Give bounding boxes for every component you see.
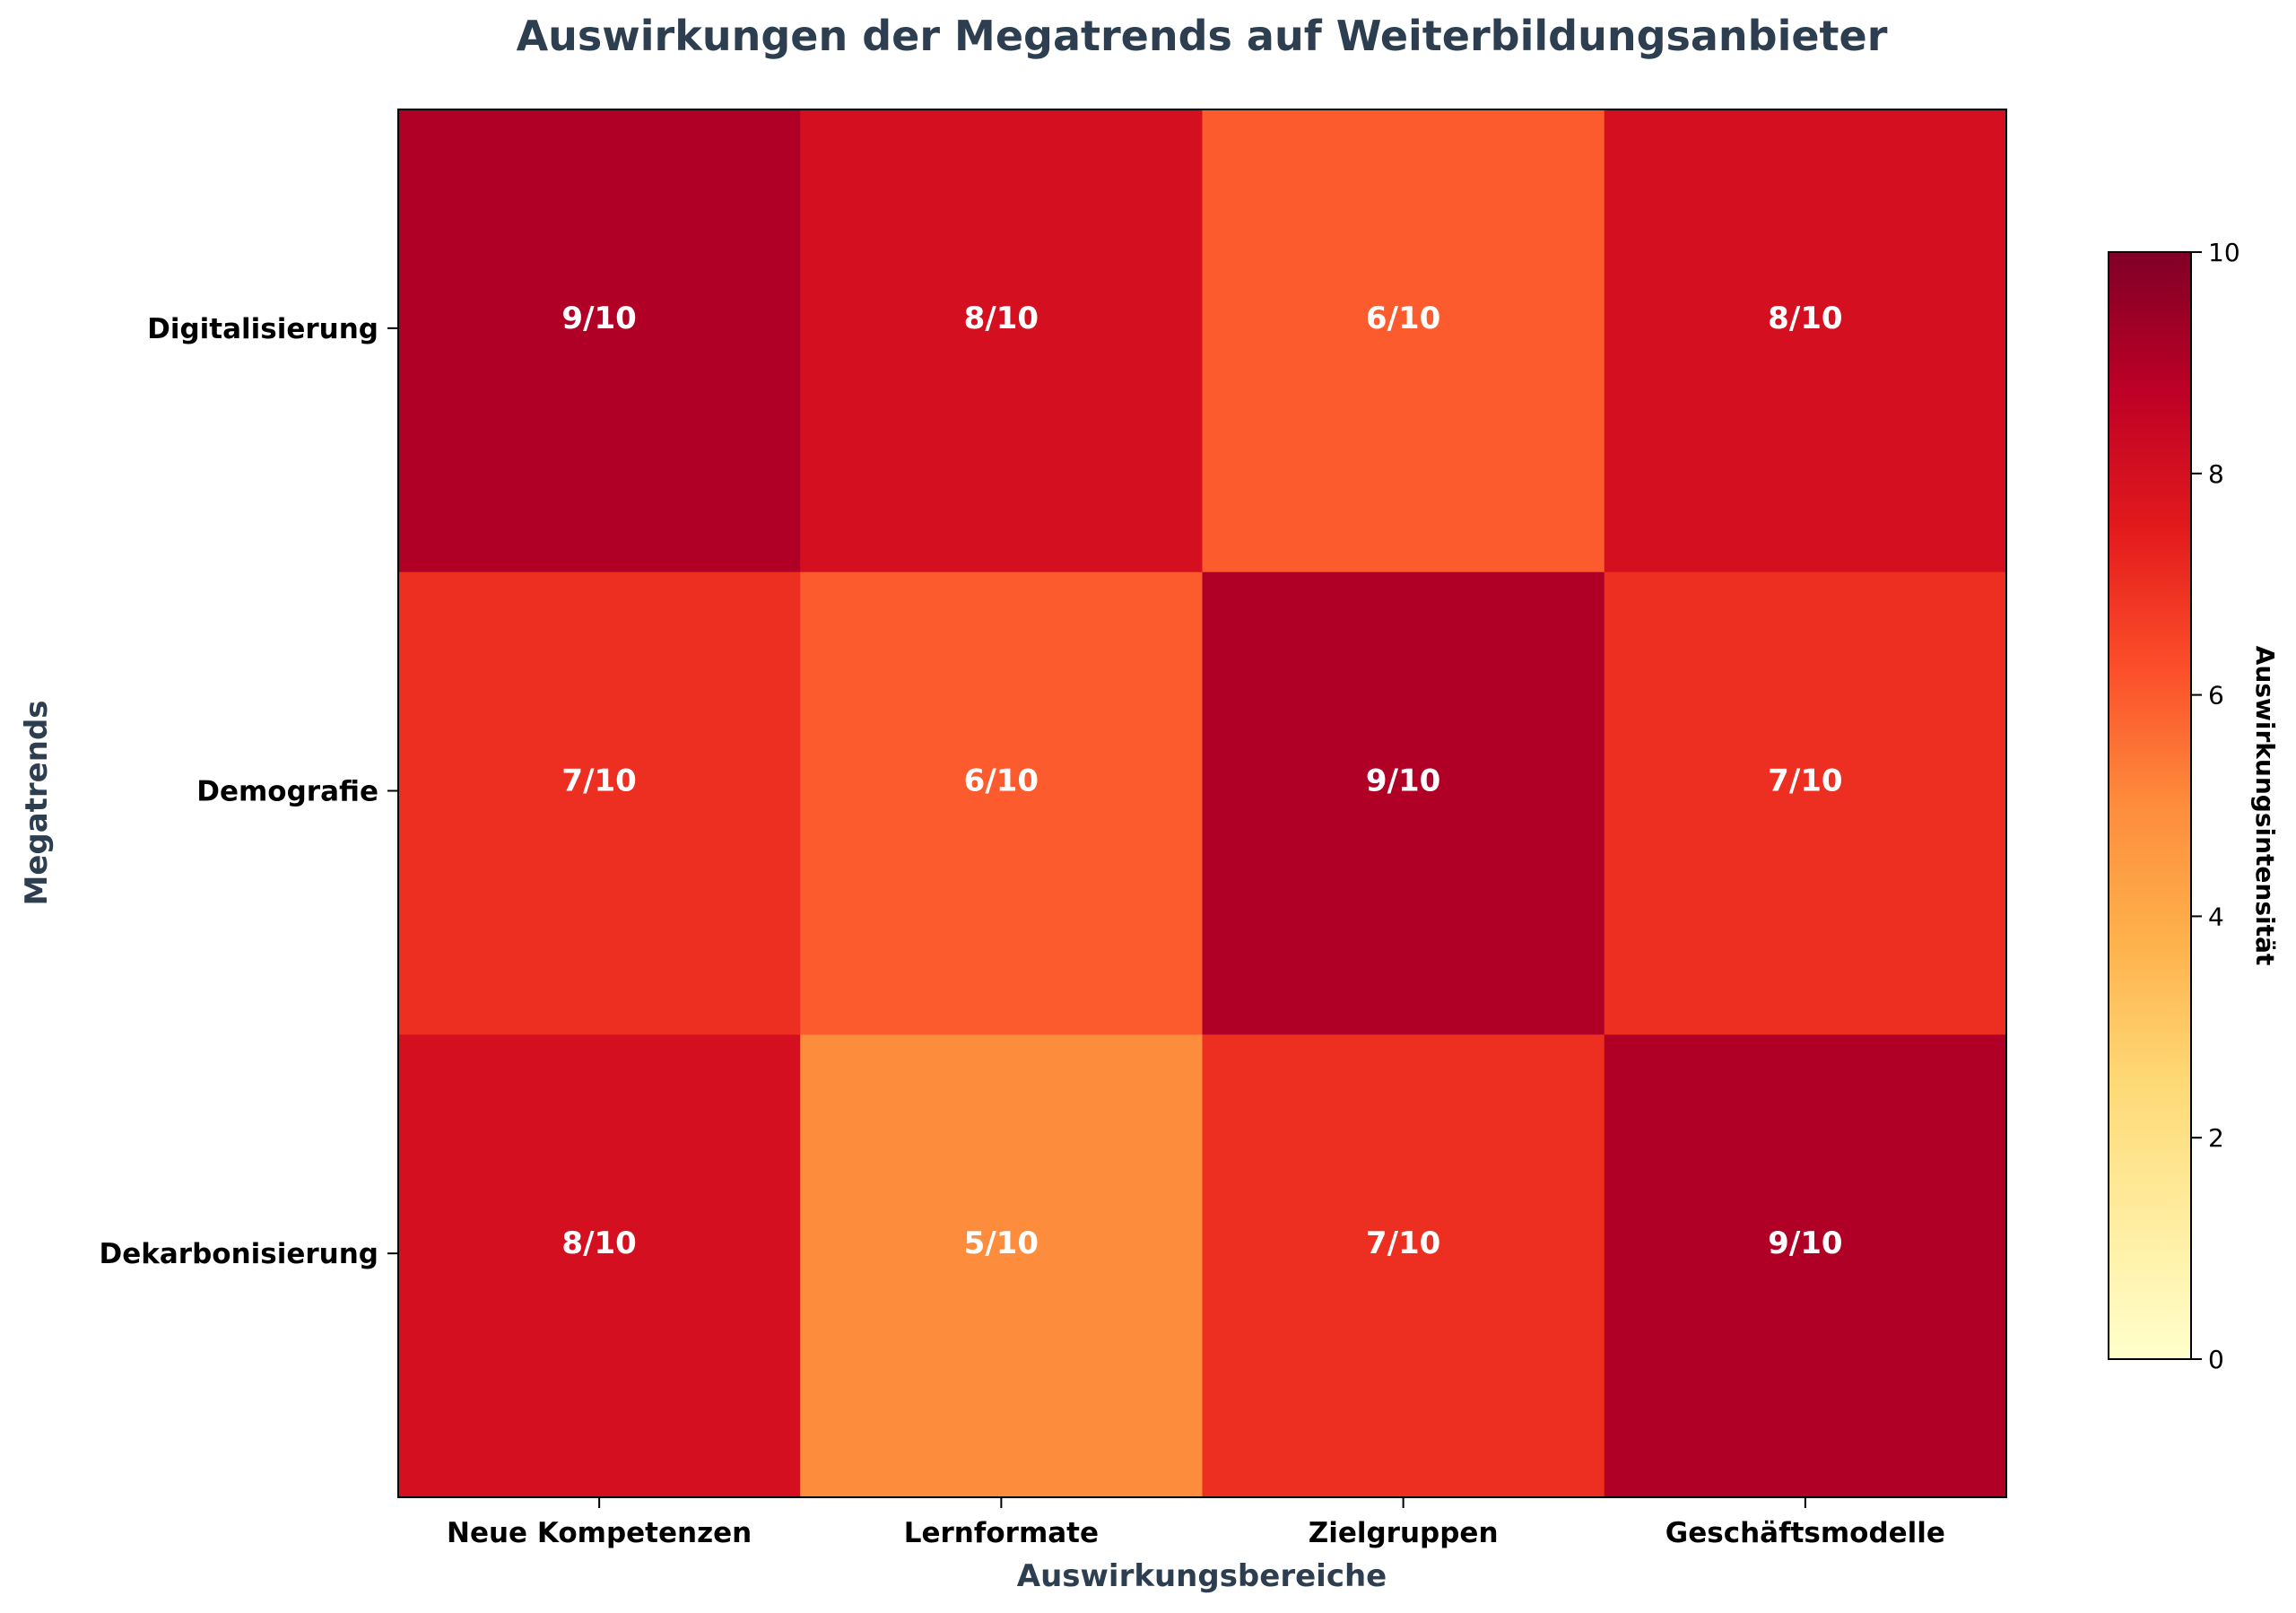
colorbar-tick-label: 4 [2208, 902, 2224, 931]
heatmap-cell [1202, 1034, 1605, 1498]
cell-label: 6/10 [964, 763, 1039, 799]
heatmap-cell [1202, 109, 1605, 573]
y-tick-label: Digitalisierung [147, 313, 378, 345]
chart-title: Auswirkungen der Megatrends auf Weiterbi… [517, 12, 1888, 60]
colorbar-tick-label: 8 [2208, 459, 2224, 489]
colorbar-label: Auswirkungsintensität [2250, 646, 2280, 966]
cell-label: 7/10 [1366, 1225, 1440, 1261]
colorbar-tick-label: 6 [2208, 681, 2224, 711]
cell-label: 5/10 [964, 1225, 1039, 1261]
heatmap-cell [1604, 571, 2007, 1035]
heatmap-cell [398, 109, 801, 573]
colorbar-tick-label: 10 [2208, 238, 2240, 267]
x-axis-label: Auswirkungsbereiche [1017, 1558, 1387, 1594]
x-tick-label: Lernformate [904, 1517, 1099, 1549]
x-tick-label: Geschäftsmodelle [1665, 1517, 1945, 1549]
heatmap-cell [1604, 109, 2007, 573]
colorbar [2108, 251, 2192, 1360]
cell-label: 6/10 [1366, 301, 1440, 336]
heatmap-cell [800, 571, 1203, 1035]
cell-label: 8/10 [1768, 301, 1842, 336]
cell-label: 7/10 [561, 763, 636, 799]
cell-label: 9/10 [1768, 1225, 1842, 1261]
heatmap-cell [1202, 571, 1605, 1035]
heatmap-cell [800, 109, 1203, 573]
heatmap-cell [398, 1034, 801, 1498]
y-tick-label: Demografie [196, 776, 378, 808]
cell-label: 8/10 [561, 1225, 636, 1261]
heatmap-cell [1604, 1034, 2007, 1498]
colorbar-tick-label: 2 [2208, 1123, 2224, 1153]
heatmap-cell [398, 571, 801, 1035]
y-axis-label: Megatrends [19, 700, 55, 905]
y-tick-label: Dekarbonisierung [100, 1238, 378, 1270]
x-tick-label: Zielgruppen [1309, 1517, 1499, 1549]
colorbar-tick-label: 0 [2208, 1345, 2224, 1374]
plot-frame [397, 109, 2007, 1498]
x-tick-label: Neue Kompetenzen [447, 1517, 752, 1549]
cell-label: 8/10 [964, 301, 1039, 336]
cell-label: 9/10 [1366, 763, 1440, 799]
heatmap-cell [800, 1034, 1203, 1498]
cell-label: 7/10 [1768, 763, 1842, 799]
cell-label: 9/10 [561, 301, 636, 336]
